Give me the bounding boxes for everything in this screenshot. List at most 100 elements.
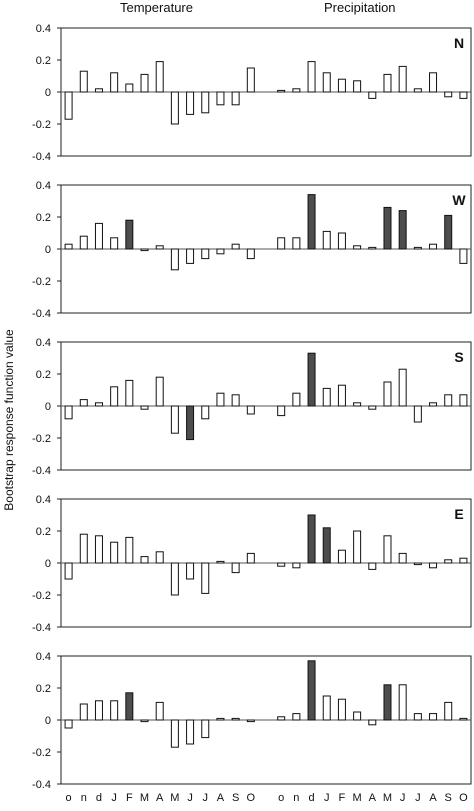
y-tick-label: 0.4 [36, 494, 51, 506]
temperature-bar [246, 67, 255, 93]
temperature-bar [246, 405, 255, 415]
temperature-bar [64, 243, 73, 250]
temperature-bar [201, 248, 210, 260]
precipitation-bar [459, 557, 468, 564]
temperature-header: Temperature [120, 0, 193, 15]
precipitation-bar [429, 713, 438, 721]
precipitation-bar [337, 698, 346, 721]
precipitation-bar [429, 243, 438, 250]
precipitation-bar [307, 194, 316, 250]
precipitation-bar [368, 405, 377, 410]
precipitation-bar [413, 562, 422, 566]
temperature-bar [94, 222, 103, 250]
precipitation-bar [277, 562, 286, 567]
x-tick-label: J [111, 792, 117, 804]
temperature-bar [155, 376, 164, 407]
y-tick-label: -0.4 [32, 151, 51, 163]
precipitation-bar [322, 695, 331, 721]
precipitation-bar [444, 701, 453, 721]
x-tick-label: n [293, 792, 299, 804]
precipitation-bar [353, 245, 362, 250]
y-tick-label: -0.2 [32, 276, 51, 288]
precipitation-bar [292, 713, 301, 721]
temperature-bar [231, 243, 240, 250]
precipitation-bar [459, 717, 468, 721]
x-tick-label: o [278, 792, 284, 804]
temperature-bar [170, 719, 179, 748]
x-tick-label: S [445, 792, 452, 804]
precipitation-bar [368, 91, 377, 99]
temperature-bar [125, 536, 134, 564]
y-axis-label: Bootstrap response function value [2, 329, 16, 511]
y-tick-label: 0.4 [36, 337, 51, 349]
y-tick-label: 0.2 [36, 55, 51, 67]
temperature-bar [216, 248, 225, 255]
x-tick-label: M [140, 792, 149, 804]
temperature-bar [216, 717, 225, 721]
x-tick-label: d [308, 792, 314, 804]
precipitation-bar [353, 530, 362, 564]
precipitation-bar [322, 230, 331, 250]
y-tick-label: 0.2 [36, 369, 51, 381]
temperature-bar [246, 719, 255, 723]
temperature-bar [186, 91, 195, 115]
y-tick-label: 0 [45, 244, 51, 256]
temperature-bar [246, 552, 255, 564]
x-tick-label: F [126, 792, 133, 804]
y-tick-label: 0.2 [36, 212, 51, 224]
x-tick-label: M [170, 792, 179, 804]
precipitation-bar [277, 237, 286, 250]
temperature-bar [155, 245, 164, 250]
precipitation-bar [383, 684, 392, 721]
x-tick-label: O [459, 792, 468, 804]
y-tick-label: 0.4 [36, 180, 51, 192]
temperature-bar [79, 399, 88, 407]
panel-label: S [454, 349, 463, 365]
temperature-bar [170, 562, 179, 596]
temperature-bar [186, 248, 195, 264]
y-tick-label: -0.4 [32, 465, 51, 477]
precipitation-bar [337, 384, 346, 407]
precipitation-bar [383, 73, 392, 93]
precipitation-bar [398, 65, 407, 93]
temperature-bar [79, 703, 88, 721]
y-tick-label: -0.4 [32, 779, 51, 791]
temperature-bar [186, 405, 195, 441]
x-tick-label: A [217, 792, 225, 804]
temperature-bar [155, 61, 164, 93]
y-tick-label: -0.2 [32, 747, 51, 759]
temperature-bar [110, 237, 119, 250]
temperature-bar [110, 541, 119, 564]
precipitation-bar [398, 210, 407, 250]
precipitation-bar [277, 405, 286, 417]
precipitation-bar [322, 72, 331, 93]
temperature-bar [201, 405, 210, 420]
precipitation-bar [353, 402, 362, 407]
precipitation-bar [277, 716, 286, 721]
temperature-bar [170, 248, 179, 271]
precipitation-bar [353, 711, 362, 721]
panel-label: N [454, 35, 464, 51]
temperature-bar [79, 533, 88, 564]
temperature-bar [110, 386, 119, 407]
x-tick-label: M [353, 792, 362, 804]
precipitation-bar [337, 78, 346, 93]
x-tick-label: o [66, 792, 72, 804]
x-tick-label: J [400, 792, 406, 804]
temperature-bar [216, 392, 225, 407]
precipitation-bar [368, 719, 377, 726]
temperature-bar [186, 719, 195, 745]
temperature-bar [231, 717, 240, 721]
precipitation-bar [337, 549, 346, 564]
temperature-bar [231, 91, 240, 106]
temperature-bar [94, 88, 103, 93]
x-tick-label: O [247, 792, 256, 804]
y-tick-label: 0.4 [36, 651, 51, 663]
temperature-bar [216, 560, 225, 564]
temperature-bar [216, 91, 225, 106]
y-tick-label: 0 [45, 558, 51, 570]
precipitation-bar [429, 562, 438, 569]
temperature-bar [94, 402, 103, 407]
temperature-bar [110, 700, 119, 721]
